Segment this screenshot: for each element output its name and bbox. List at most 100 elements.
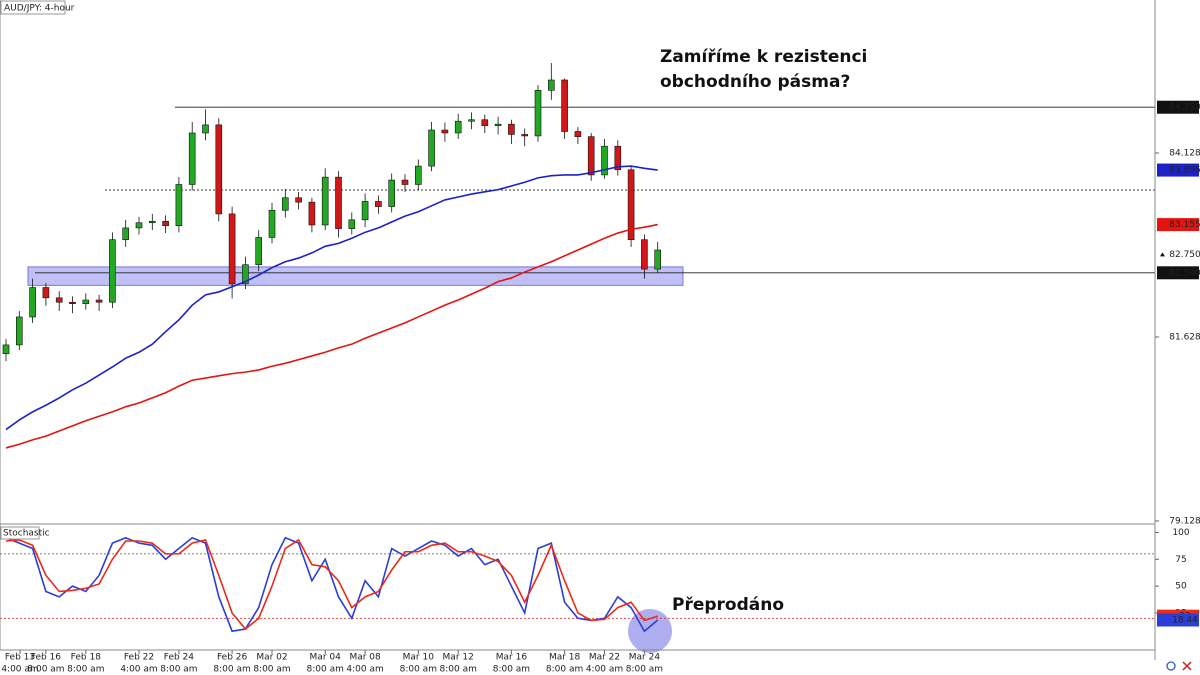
title-box [0, 526, 40, 540]
back-layer [0, 106, 1155, 653]
x-tick-label: Mar 22 [589, 653, 620, 663]
x-time-label: 8:00 am [307, 665, 344, 675]
x-time-label: 4:00 am [1, 665, 38, 675]
sync-icon[interactable] [1166, 661, 1176, 671]
x-tick-label: Feb 26 [217, 653, 248, 663]
x-time-label: 8:00 am [626, 665, 663, 675]
candle-body [587, 136, 595, 176]
candle-body [255, 237, 262, 266]
y-tick-label: 50 [1175, 582, 1187, 592]
x-time-label: 8:00 am [160, 665, 197, 675]
candle-body [175, 184, 183, 226]
candle-body [122, 227, 129, 240]
candle-body [228, 213, 236, 285]
candle-body [42, 287, 50, 299]
stoch-tag: 18.44 [1172, 615, 1198, 625]
price-tag: 82.750 [1169, 250, 1200, 260]
candle-body [55, 297, 63, 303]
candle-body [508, 123, 515, 135]
x-time-label: 8:00 am [493, 665, 530, 675]
price-marker [1160, 252, 1165, 257]
toolbar-icons [1166, 661, 1192, 671]
candle-body [534, 89, 542, 137]
title-box [0, 0, 66, 15]
candle-body [481, 119, 489, 126]
ma-tag-box [1157, 218, 1199, 232]
x-time-label: 8:00 am [400, 665, 437, 675]
level-tag-box [1157, 266, 1199, 280]
candle-body [494, 123, 502, 126]
candle-body [295, 197, 302, 203]
candle-body [428, 129, 435, 167]
y-tick-label: 75 [1175, 555, 1186, 565]
candle-body [454, 120, 462, 134]
level-tag: 82.500 [1169, 268, 1200, 278]
x-tick-label: Mar 16 [496, 653, 528, 663]
x-time-label: 4:00 am [120, 665, 157, 675]
price-tag-box [1157, 247, 1199, 261]
x-time-label: 4:00 am [586, 665, 623, 675]
candle-body [82, 299, 90, 305]
stoch-tag-box [1157, 613, 1199, 627]
annotation: obchodního pásma? [660, 72, 850, 92]
candle-body [268, 209, 276, 238]
x-tick-label: Feb 16 [31, 653, 62, 663]
indicator-line [5, 165, 658, 431]
candle-body [109, 239, 116, 303]
level-tag: 84.750 [1169, 103, 1200, 113]
candle-body [561, 79, 568, 132]
y-tick-label: 81.628 [1169, 332, 1200, 342]
candle-body [188, 132, 196, 185]
y-tick-label: 100 [1172, 528, 1189, 538]
x-tick-label: Mar 12 [443, 653, 474, 663]
x-tick-label: Feb 24 [164, 653, 195, 663]
candle-body [521, 134, 529, 137]
x-time-label: 8:00 am [440, 665, 477, 675]
chart-title: AUD/JPY: 4-hour [4, 4, 75, 14]
ma-tag: 83.896 [1169, 166, 1200, 176]
x-time-label: 8:00 am [253, 665, 290, 675]
candle-body [468, 119, 475, 122]
indicator-line [5, 538, 658, 631]
candle-body [321, 176, 329, 226]
x-tick-label: Feb 13 [5, 653, 35, 663]
y-tick-label: 79.128 [1169, 516, 1200, 526]
candle-body [202, 124, 209, 134]
candle-body [29, 287, 36, 318]
annotation: Přeprodáno [672, 595, 784, 615]
x-tick-label: Mar 10 [403, 653, 435, 663]
candle-body [15, 316, 23, 346]
candle-body [401, 179, 409, 185]
ma-tag: 83.155 [1169, 220, 1200, 230]
candle-body [641, 239, 648, 270]
annotation: Zamíříme k rezistenci [660, 47, 867, 67]
candle-body [614, 145, 622, 171]
candle-body [149, 220, 156, 224]
x-tick-label: Mar 24 [629, 653, 661, 663]
candle-body [654, 249, 662, 270]
candle-body [361, 201, 369, 221]
x-time-label: 8:00 am [546, 665, 583, 675]
candle-body [281, 197, 289, 211]
x-time-label: 8:00 am [27, 665, 64, 675]
candle-body [601, 145, 608, 176]
candle-body [215, 124, 223, 215]
ma-tag-box [1157, 163, 1199, 177]
x-tick-label: Feb 18 [71, 653, 102, 663]
x-time-label: 8:00 am [67, 665, 104, 675]
indicator-line [5, 223, 658, 449]
x-tick-label: Mar 08 [349, 653, 381, 663]
indicator-title: Stochastic [3, 529, 50, 539]
candle-body [441, 129, 449, 134]
candle-body [375, 201, 382, 207]
x-time-label: 4:00 am [346, 665, 383, 675]
y-tick-label: 84.128 [1169, 148, 1200, 158]
level-tag-box [1157, 100, 1199, 114]
x-tick-label: Mar 04 [310, 653, 342, 663]
candle-body [242, 264, 249, 285]
close-icon[interactable] [1182, 661, 1192, 671]
candle-body [547, 79, 555, 91]
